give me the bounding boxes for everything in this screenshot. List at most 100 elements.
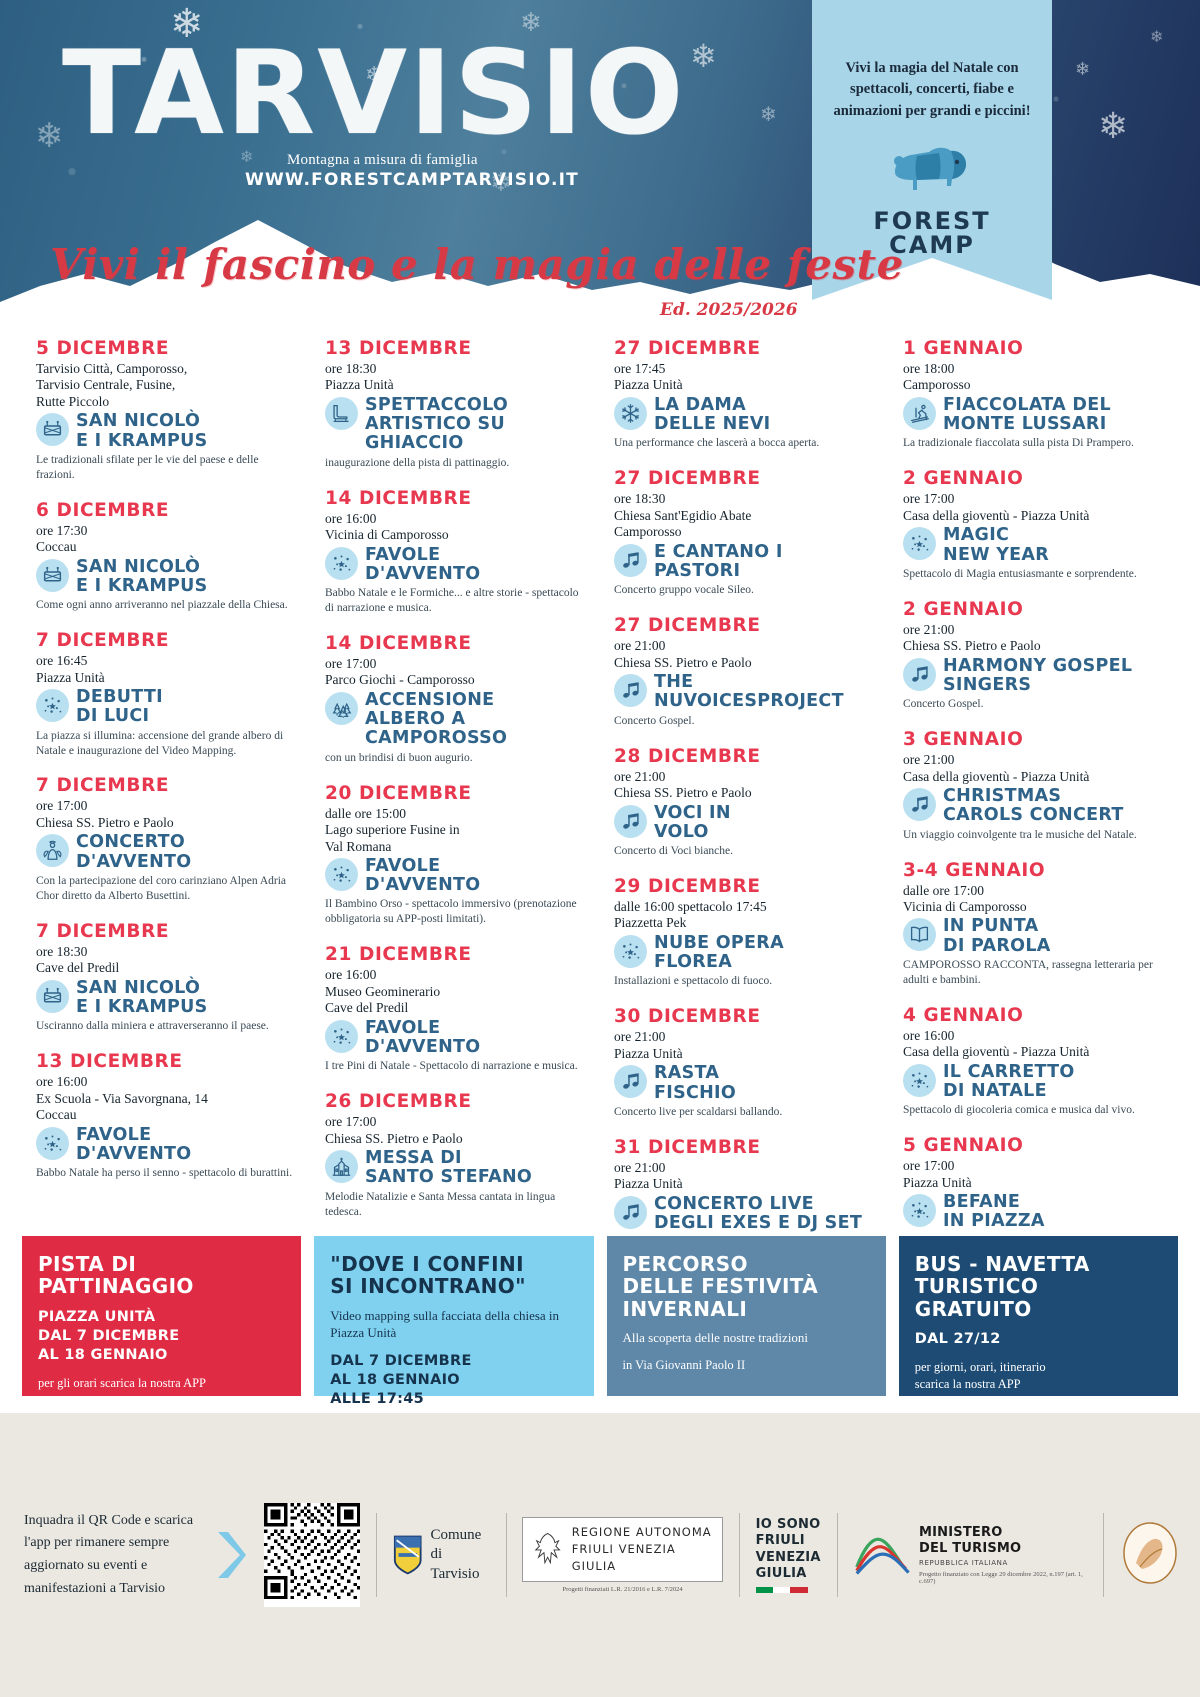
event-description: Installazioni e spettacolo di fuoco. (614, 975, 773, 988)
event-card[interactable]: 21 DICEMBRE ore 16:00 Museo Geominerario Ca… (325, 944, 586, 1074)
music-note-icon (614, 543, 647, 577)
info-boxes: PISTA DI PATTINAGGIO PIAZZA UNITÀ DAL 7 DIC… (22, 1236, 1178, 1407)
sparkle-icon (36, 1126, 69, 1160)
event-date: 4 GENNAIO (903, 1004, 1024, 1026)
event-date: 13 DICEMBRE (36, 1051, 183, 1073)
drum-icon (36, 413, 69, 447)
info-box-note: per giorni, orari, itinerario scarica la … (914, 1360, 1046, 1391)
event-card[interactable]: 13 DICEMBRE ore 18:30 Piazza Unità SPETTACC… (325, 338, 586, 471)
logo-line-2: CAMP (889, 231, 975, 260)
info-box-note: in Via Giovanni Paolo II (622, 1357, 746, 1372)
event-meta: ore 21:00 Chiesa SS. Pietro e Paolo (614, 638, 752, 670)
event-meta: dalle 16:00 spettacolo 17:45 Piazzetta Pe… (614, 898, 767, 931)
page-title: TARVISIO (62, 26, 686, 161)
event-date: 28 DICEMBRE (614, 745, 761, 767)
event-title: SAN NICOLÒ E I KRAMPUS (76, 977, 208, 1017)
event-date: 6 DICEMBRE (36, 499, 170, 521)
event-card[interactable]: 14 DICEMBRE ore 16:00 Vicinia di Campoross… (325, 488, 586, 616)
event-card[interactable]: 14 DICEMBRE ore 17:00 Parco Giochi - Campo… (325, 633, 586, 766)
event-card[interactable]: 7 DICEMBRE ore 16:45 Piazza Unità DEBUTTI DI… (36, 630, 297, 758)
regione-fvg-logo: REGIONE AUTONOMA FRIULI VENEZIA GIULIA P… (522, 1517, 723, 1593)
event-card[interactable]: 7 DICEMBRE ore 17:00 Chiesa SS. Pietro e P… (36, 775, 297, 903)
event-card[interactable]: 3-4 GENNAIO dalle ore 17:00 Vicinia di Cam… (903, 860, 1164, 988)
event-title: CONCERTO LIVE DEGLI EXES E DJ SET (654, 1193, 863, 1233)
info-box-3[interactable]: PERCORSO DELLE FESTIVITÀ INVERNALI Alla sco… (606, 1236, 886, 1396)
info-box-body: Alla scoperta delle nostre tradizioni (622, 1330, 809, 1346)
event-card[interactable]: 3 GENNAIO ore 21:00 Casa della gioventù - … (903, 729, 1164, 842)
snow-ridge-shape (0, 218, 1200, 330)
event-date: 14 DICEMBRE (325, 487, 472, 509)
event-date: 26 DICEMBRE (325, 1091, 472, 1113)
event-card[interactable]: 20 DICEMBRE dalle ore 15:00 Lago superiore… (325, 783, 586, 928)
event-card[interactable]: 29 DICEMBRE dalle 16:00 spettacolo 17:45 P… (614, 876, 875, 989)
event-card[interactable]: 7 DICEMBRE ore 18:30 Cave del Predil SAN NI… (36, 921, 297, 1034)
event-card[interactable]: 28 DICEMBRE ore 21:00 Chiesa SS. Pietro e … (614, 746, 875, 859)
event-meta: ore 18:30 Piazza Unità (325, 361, 394, 393)
event-title: THE NUVOICESPROJECT (654, 672, 844, 712)
poster-footer: Inquadra il QR Code e scarica l'app per … (0, 1413, 1200, 1697)
event-card[interactable]: 27 DICEMBRE ore 21:00 Chiesa SS. Pietro e … (614, 615, 875, 728)
edition-label: Ed. 2025/2026 (660, 300, 798, 320)
event-date: 7 DICEMBRE (36, 630, 170, 652)
event-card[interactable]: 6 DICEMBRE ore 17:30 Coccau SAN NICOLÒ E I K… (36, 500, 297, 613)
event-description: Babbo Natale e le Formiche... e altre st… (325, 587, 579, 614)
info-box-dates: DAL 27/12 (914, 1331, 1001, 1348)
event-title: SAN NICOLÒ E I KRAMPUS (76, 556, 208, 596)
sparkle-icon (325, 857, 358, 891)
regione-funding-note: Progetti finanziati L.R. 21/2016 e L.R. … (562, 1585, 683, 1593)
events-column-1: 5 DICEMBRE Tarvisio Città, Camporosso, Tar… (22, 338, 311, 1233)
event-card[interactable]: 30 DICEMBRE ore 21:00 Piazza Unità RASTA FIS… (614, 1006, 875, 1119)
event-card[interactable]: 1 GENNAIO ore 18:00 Camporosso FIACCOLATA D… (903, 338, 1164, 451)
event-card[interactable]: 27 DICEMBRE ore 18:30 Chiesa Sant'Egidio A… (614, 468, 875, 598)
event-card[interactable]: 5 GENNAIO ore 17:00 Piazza Unità BEFANE IN P… (903, 1135, 1164, 1248)
event-description: Il Bambino Orso - spettacolo immersivo (… (325, 898, 577, 926)
event-title: ACCENSIONE ALBERO A CAMPOROSSO (365, 689, 508, 749)
event-meta: ore 16:00 Ex Scuola - Via Savorgnana, 14 C… (36, 1074, 208, 1123)
events-column-3: 27 DICEMBRE ore 17:45 Piazza Unità LA DAMA D… (600, 338, 889, 1263)
regione-line-2: FRIULI VENEZIA GIULIA (571, 1542, 676, 1573)
event-title: RASTA FISCHIO (654, 1063, 737, 1103)
sparkle-icon (903, 527, 936, 561)
info-box-title: PERCORSO DELLE FESTIVITÀ INVERNALI (622, 1252, 819, 1321)
church-icon (325, 1150, 358, 1184)
event-card[interactable]: 26 DICEMBRE ore 17:00 Chiesa SS. Pietro e … (325, 1091, 586, 1219)
sparkle-icon (903, 1063, 936, 1097)
info-box-4[interactable]: BUS - NAVETTA TURISTICO GRATUITO DAL 27/12 p… (898, 1236, 1178, 1396)
info-box-2[interactable]: "DOVE I CONFINI SI INCONTRANO" Video mappi… (314, 1236, 594, 1407)
event-description: Concerto gruppo vocale Sileo. (614, 584, 754, 597)
event-title: FAVOLE D'AVVENTO (365, 544, 481, 584)
event-description: Usciranno dalla miniera e attraverserann… (36, 1020, 269, 1033)
event-card[interactable]: 4 GENNAIO ore 16:00 Casa della gioventù - … (903, 1005, 1164, 1118)
trees-icon (325, 691, 358, 725)
info-box-1[interactable]: PISTA DI PATTINAGGIO PIAZZA UNITÀ DAL 7 DIC… (22, 1236, 302, 1396)
info-box-body: Video mapping sulla facciata della chies… (330, 1307, 560, 1341)
event-date: 27 DICEMBRE (614, 468, 761, 490)
event-card[interactable]: 2 GENNAIO ore 17:00 Casa della gioventù - … (903, 468, 1164, 581)
event-meta: Tarvisio Città, Camporosso, Tarvisio Cent… (36, 361, 188, 409)
event-description: Concerto Gospel. (903, 698, 984, 711)
event-meta: ore 21:00 Piazza Unità (614, 1159, 683, 1192)
event-meta: ore 16:45 Piazza Unità (36, 653, 105, 685)
event-card[interactable]: 27 DICEMBRE ore 17:45 Piazza Unità LA DAMA D… (614, 338, 875, 451)
logo-line-1: FOREST (873, 207, 991, 236)
drum-icon (36, 558, 69, 592)
event-date: 7 DICEMBRE (36, 920, 170, 942)
fvg-text: IO SONO FRIULI VENEZIA GIULIA (755, 1517, 821, 1581)
music-note-icon (614, 804, 647, 838)
event-card[interactable]: 2 GENNAIO ore 21:00 Chiesa SS. Pietro e Pa… (903, 599, 1164, 712)
chevron-right-icon (206, 1529, 256, 1581)
event-title: MESSA DI SANTO STEFANO (365, 1148, 533, 1188)
ministero-line-1: MINISTERO (919, 1525, 1003, 1541)
event-title: BEFANE IN PIAZZA (943, 1192, 1045, 1232)
event-date: 3 GENNAIO (903, 729, 1024, 751)
event-description: con un brindisi di buon augurio. (325, 751, 473, 764)
event-meta: ore 16:00 Vicinia di Camporosso (325, 510, 449, 543)
music-note-icon (614, 1065, 647, 1099)
event-card[interactable]: 13 DICEMBRE ore 16:00 Ex Scuola - Via Savo… (36, 1051, 297, 1181)
event-date: 13 DICEMBRE (325, 338, 472, 359)
qr-code[interactable] (263, 1503, 361, 1607)
event-date: 7 DICEMBRE (36, 775, 170, 797)
event-date: 21 DICEMBRE (325, 944, 472, 966)
event-title: CHRISTMAS CAROLS CONCERT (943, 786, 1124, 826)
event-card[interactable]: 5 DICEMBRE Tarvisio Città, Camporosso, Tar… (36, 338, 297, 483)
